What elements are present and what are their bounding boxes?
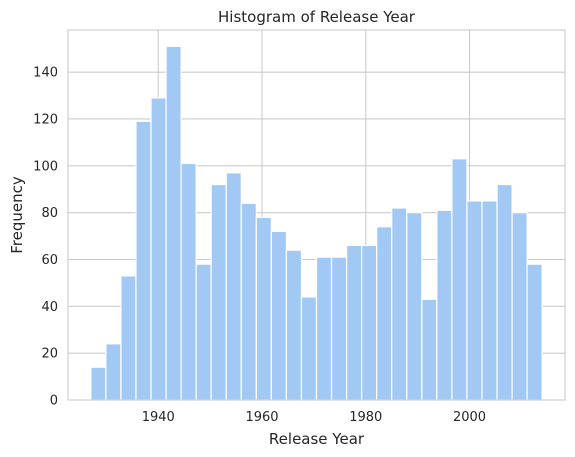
- histogram-bar: [210, 183, 227, 401]
- plot-frame: [67, 29, 566, 401]
- histogram-bar: [105, 343, 122, 401]
- histogram-bar: [270, 230, 288, 401]
- y-tick-label: 0: [50, 394, 58, 409]
- y-tick-label: 100: [33, 159, 58, 174]
- y-tick-label: 120: [33, 112, 58, 127]
- histogram-bar: [451, 158, 468, 401]
- histogram-bar: [255, 216, 272, 401]
- histogram-bar: [436, 209, 453, 401]
- histogram-bar: [481, 200, 498, 401]
- x-axis-label: Release Year: [269, 430, 365, 448]
- histogram-bar: [496, 183, 513, 401]
- histogram-bar: [406, 212, 423, 401]
- chart-title: Histogram of Release Year: [218, 8, 416, 26]
- x-tick-label: 1940: [142, 410, 175, 425]
- histogram-bar: [330, 256, 348, 401]
- histogram-bar: [511, 212, 528, 401]
- histogram-bar: [345, 244, 363, 401]
- histogram-bar: [300, 296, 318, 401]
- histogram-bar: [421, 298, 438, 401]
- y-tick-label: 20: [41, 347, 58, 362]
- histogram-bar: [90, 366, 107, 401]
- x-tick-label: 1960: [245, 410, 278, 425]
- y-tick-label: 60: [41, 253, 58, 268]
- y-tick-label: 140: [33, 66, 58, 81]
- histogram-bar: [180, 162, 197, 401]
- y-axis-label: Frequency: [8, 176, 26, 254]
- histogram-bar: [361, 244, 378, 401]
- histogram-bar: [225, 172, 242, 401]
- histogram-bar: [150, 97, 167, 401]
- histogram-bar: [165, 45, 182, 401]
- x-tick-label: 1980: [349, 410, 382, 425]
- histogram-bar: [195, 263, 212, 401]
- x-tick-labels: 1940 1960 1980 2000: [142, 410, 486, 425]
- y-tick-labels: 0 20 40 60 80 100 120 140: [33, 66, 58, 409]
- histogram-bar: [526, 263, 543, 401]
- histogram-bar: [466, 200, 483, 401]
- histogram-bar: [285, 249, 303, 401]
- y-tick-label: 40: [41, 300, 58, 315]
- bars: [90, 45, 543, 401]
- histogram-bar: [391, 207, 408, 401]
- histogram-bar: [120, 275, 137, 401]
- histogram-bar: [376, 226, 393, 401]
- y-tick-label: 80: [41, 206, 58, 221]
- histogram-bar: [315, 256, 333, 401]
- histogram-bar: [240, 202, 257, 401]
- x-tick-label: 2000: [453, 410, 486, 425]
- histogram-bar: [135, 120, 152, 401]
